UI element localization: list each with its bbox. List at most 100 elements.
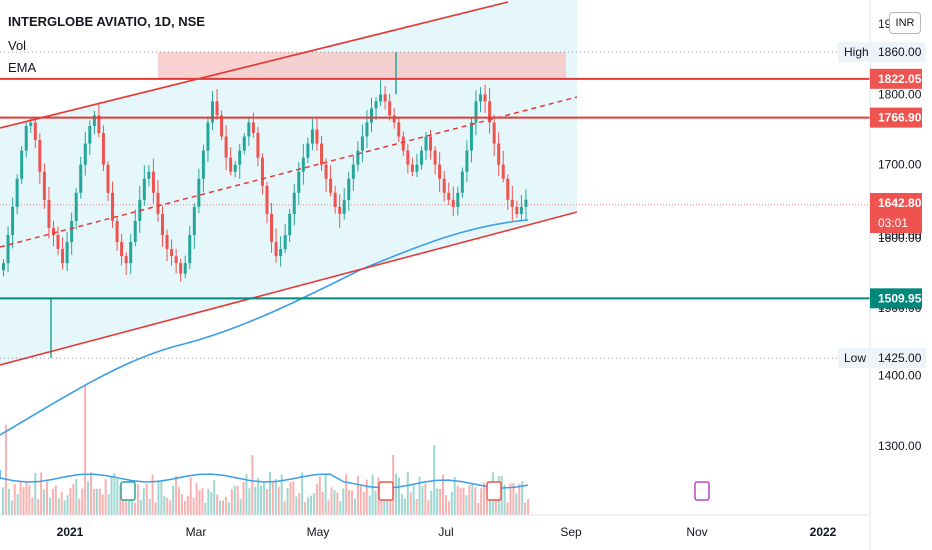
volume-bar xyxy=(224,497,227,515)
price-tick-label-1: 1800.00 xyxy=(878,87,922,101)
volume-bar xyxy=(330,487,333,515)
volume-bar xyxy=(34,472,37,515)
candle-body xyxy=(497,143,501,165)
volume-bar xyxy=(180,494,183,515)
candle-body xyxy=(410,164,414,172)
volume-bar xyxy=(233,485,236,515)
candle-body xyxy=(429,136,433,151)
volume-bar xyxy=(142,488,145,515)
candle-body xyxy=(111,192,115,221)
volume-bar xyxy=(471,484,474,515)
earnings-marker-3 xyxy=(486,481,502,501)
volume-bar xyxy=(10,500,13,515)
candle-body xyxy=(306,143,310,158)
volume-bar xyxy=(90,472,92,515)
candle-body xyxy=(492,122,496,144)
candle-body xyxy=(156,192,160,214)
time-tick-label-6: 2022 xyxy=(810,525,837,539)
volume-bar xyxy=(189,477,192,515)
candle-body xyxy=(33,122,37,141)
volume-bar xyxy=(110,475,113,515)
volume-bar xyxy=(274,478,277,515)
earnings-marker-2 xyxy=(378,481,394,501)
volume-bar xyxy=(374,490,377,515)
candle-body xyxy=(151,171,155,193)
volume-bar xyxy=(409,492,412,515)
volume-bar xyxy=(292,481,295,515)
volume-legend-label: Vol xyxy=(8,38,27,53)
candle-body xyxy=(415,164,419,172)
volume-bar xyxy=(172,485,175,515)
volume-bar xyxy=(447,501,450,515)
candle-body xyxy=(65,242,69,264)
candle-body xyxy=(142,178,146,200)
volume-bar xyxy=(60,491,63,515)
resistance-zone xyxy=(158,52,566,78)
volume-bar xyxy=(216,494,219,515)
volume-bar xyxy=(183,500,186,515)
volume-bar xyxy=(19,481,22,515)
volume-bar xyxy=(268,471,271,515)
volume-bar xyxy=(242,481,245,515)
candle-body xyxy=(192,206,196,235)
volume-bar xyxy=(462,487,465,515)
volume-bar xyxy=(395,473,398,515)
volume-bar xyxy=(104,479,107,515)
volume-bar xyxy=(145,484,148,515)
price-scale-bg xyxy=(870,0,932,550)
time-tick-label-0: 2021 xyxy=(57,525,84,539)
volume-bar xyxy=(119,485,122,515)
candle-body xyxy=(29,122,33,126)
candle-body xyxy=(133,220,137,243)
time-tick-label-2: May xyxy=(307,525,330,539)
volume-bar xyxy=(148,498,151,515)
candle-body xyxy=(70,220,74,243)
candle-body xyxy=(301,157,305,172)
candle-body xyxy=(206,122,210,151)
volume-bar xyxy=(421,486,424,515)
volume-bar xyxy=(474,487,477,515)
volume-bar xyxy=(354,498,356,515)
candle-body xyxy=(270,213,274,243)
candle-body xyxy=(320,143,324,165)
volume-bar xyxy=(359,485,362,515)
currency-badge[interactable]: INR xyxy=(889,12,921,34)
volume-bar xyxy=(122,492,125,515)
candle-body xyxy=(524,199,528,207)
level-tag-1766-text: 1766.90 xyxy=(878,111,922,125)
candle-body xyxy=(79,164,83,193)
volume-bar xyxy=(236,486,239,515)
volume-bar xyxy=(227,502,230,515)
time-tick-label-5: Nov xyxy=(686,525,707,539)
volume-bar xyxy=(4,425,7,515)
volume-bar xyxy=(518,483,521,515)
candle-body xyxy=(297,171,301,193)
high-marker: High 1860.00 xyxy=(838,42,926,63)
volume-bar xyxy=(321,491,324,515)
volume-bar xyxy=(163,495,166,515)
candle-body xyxy=(510,199,514,207)
volume-bar xyxy=(210,492,213,515)
volume-bar xyxy=(192,497,195,515)
candle-body xyxy=(38,140,42,172)
candle-body xyxy=(442,178,446,193)
volume-bar xyxy=(230,488,233,515)
volume-bar xyxy=(48,497,51,515)
volume-bar xyxy=(304,501,307,515)
volume-bar xyxy=(483,483,486,515)
volume-bar xyxy=(101,494,104,515)
volume-bar xyxy=(280,474,283,515)
volume-bar xyxy=(468,484,471,515)
volume-bar xyxy=(318,476,321,515)
volume-bar xyxy=(368,495,371,515)
volume-bar xyxy=(136,484,139,515)
candle-body xyxy=(24,125,28,151)
candle-body xyxy=(274,242,278,257)
candle-body xyxy=(47,199,51,228)
earnings-marker-3-box xyxy=(486,481,502,501)
volume-bar xyxy=(75,478,78,515)
volume-bar xyxy=(207,488,210,515)
candle-body xyxy=(324,164,328,179)
